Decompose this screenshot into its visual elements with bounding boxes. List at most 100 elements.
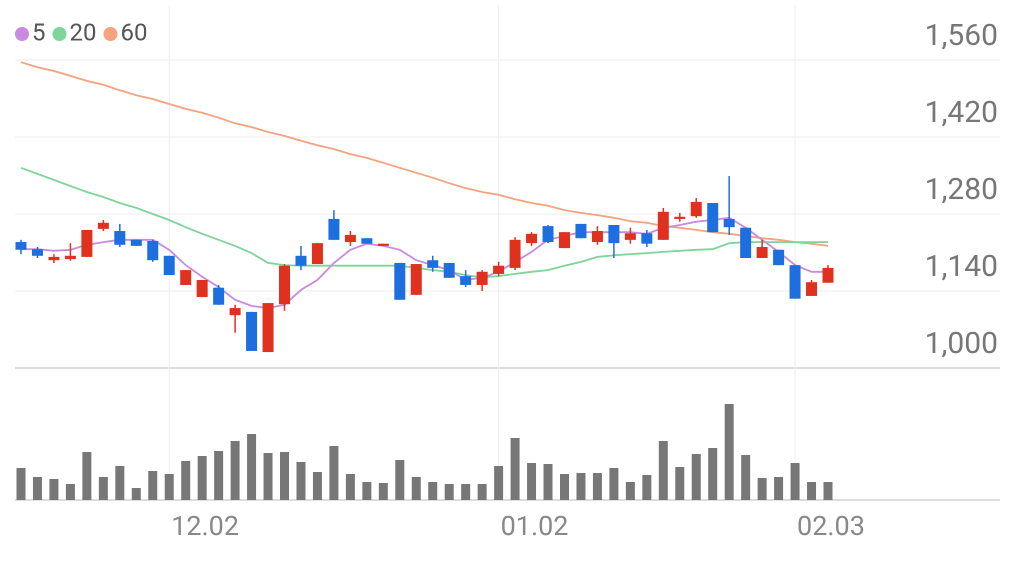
volume-bar [724, 404, 734, 500]
volume-bar [790, 463, 800, 500]
candle-body [493, 265, 505, 274]
volume-bar [411, 477, 421, 500]
y-tick-label: 1,280 [925, 172, 998, 207]
legend-marker [15, 27, 29, 41]
volume-bar [444, 484, 454, 500]
volume-bar [543, 464, 553, 500]
volume-bar [131, 488, 141, 500]
volume-bar [263, 453, 273, 500]
candle-body [608, 225, 620, 244]
candle-body [48, 256, 60, 261]
volume-bar [329, 446, 339, 500]
candle-body [130, 239, 142, 246]
volume-bar [197, 456, 207, 500]
volume-bar [214, 451, 224, 500]
candle-body [213, 287, 225, 305]
volume-bar [757, 478, 767, 500]
candle-body [443, 262, 455, 278]
volume-bar [576, 473, 586, 500]
volume-bar [115, 466, 125, 500]
candle-body [64, 255, 76, 260]
candle-body [822, 267, 834, 283]
candle-body [690, 201, 702, 217]
volume-bar [461, 484, 471, 500]
candle-body [361, 238, 373, 244]
candle-body [806, 282, 818, 296]
legend-label: 20 [70, 18, 97, 46]
candle-body [279, 265, 291, 305]
volume-bar [247, 434, 257, 500]
candle-body [410, 264, 422, 295]
candle-body [575, 223, 587, 239]
candle-body [97, 222, 109, 229]
candle-body [394, 262, 406, 300]
ma-line [20, 61, 829, 247]
volume-bar [82, 452, 92, 500]
y-tick-label: 1,420 [925, 95, 998, 130]
volume-bar [823, 482, 833, 500]
candle-body [657, 211, 669, 240]
candle-body [81, 229, 93, 257]
volume-bar [741, 455, 751, 500]
volume-bar [296, 462, 306, 500]
ma-line [20, 166, 828, 279]
candle-body [674, 216, 686, 219]
volume-bar [312, 472, 322, 500]
legend-marker [52, 27, 67, 41]
candle-body [591, 231, 603, 243]
y-tick-label: 1,000 [925, 326, 998, 361]
volume-bar [477, 484, 487, 500]
y-tick-label: 1,560 [925, 18, 998, 53]
candle-body [526, 233, 538, 244]
candle-body [460, 276, 472, 285]
volume-bar [708, 448, 718, 500]
candle-body [427, 260, 439, 268]
x-tick-label: 02.03 [797, 510, 865, 542]
volume-bar [609, 468, 619, 500]
legend-marker [103, 27, 118, 41]
candle-body [246, 311, 258, 351]
candle-body [773, 249, 785, 266]
volume-bar [164, 474, 174, 500]
candle-body [180, 270, 192, 285]
volume-bar [691, 454, 701, 500]
volume-bar [230, 441, 240, 500]
x-tick-label: 01.02 [501, 510, 569, 542]
volume-bar [774, 477, 784, 500]
volume-bar [16, 468, 26, 500]
volume-bar [280, 452, 290, 500]
candle-body [641, 233, 653, 244]
candle-body [789, 265, 801, 299]
volume-bar [65, 484, 75, 500]
legend-label: 60 [120, 18, 147, 46]
legend-label: 5 [32, 18, 46, 46]
candle-body [114, 231, 126, 245]
x-tick-label: 12.02 [171, 510, 239, 542]
candle-body [196, 280, 208, 298]
volume-bar [395, 460, 405, 500]
y-tick-label: 1,140 [925, 249, 998, 284]
volume-bar [642, 475, 652, 500]
candle-body [624, 233, 636, 240]
volume-bar [658, 441, 668, 500]
volume-bar [181, 461, 191, 500]
candle-body [558, 232, 570, 249]
volume-bar [345, 474, 355, 500]
candle-body [15, 242, 27, 250]
candle-body [756, 247, 768, 258]
volume-bar [49, 479, 59, 500]
candle-body [262, 303, 274, 353]
volume-bar [625, 482, 635, 500]
candle-body [311, 243, 323, 265]
candle-body [31, 249, 43, 256]
candle-body [163, 255, 175, 276]
candle-body [377, 243, 389, 246]
volume-bar [807, 482, 817, 500]
volume-bar [32, 477, 42, 500]
volume-bar [559, 474, 569, 500]
candle-body [229, 308, 241, 316]
candle-body [707, 203, 719, 233]
candle-body [542, 226, 554, 243]
volume-bar [510, 438, 520, 500]
